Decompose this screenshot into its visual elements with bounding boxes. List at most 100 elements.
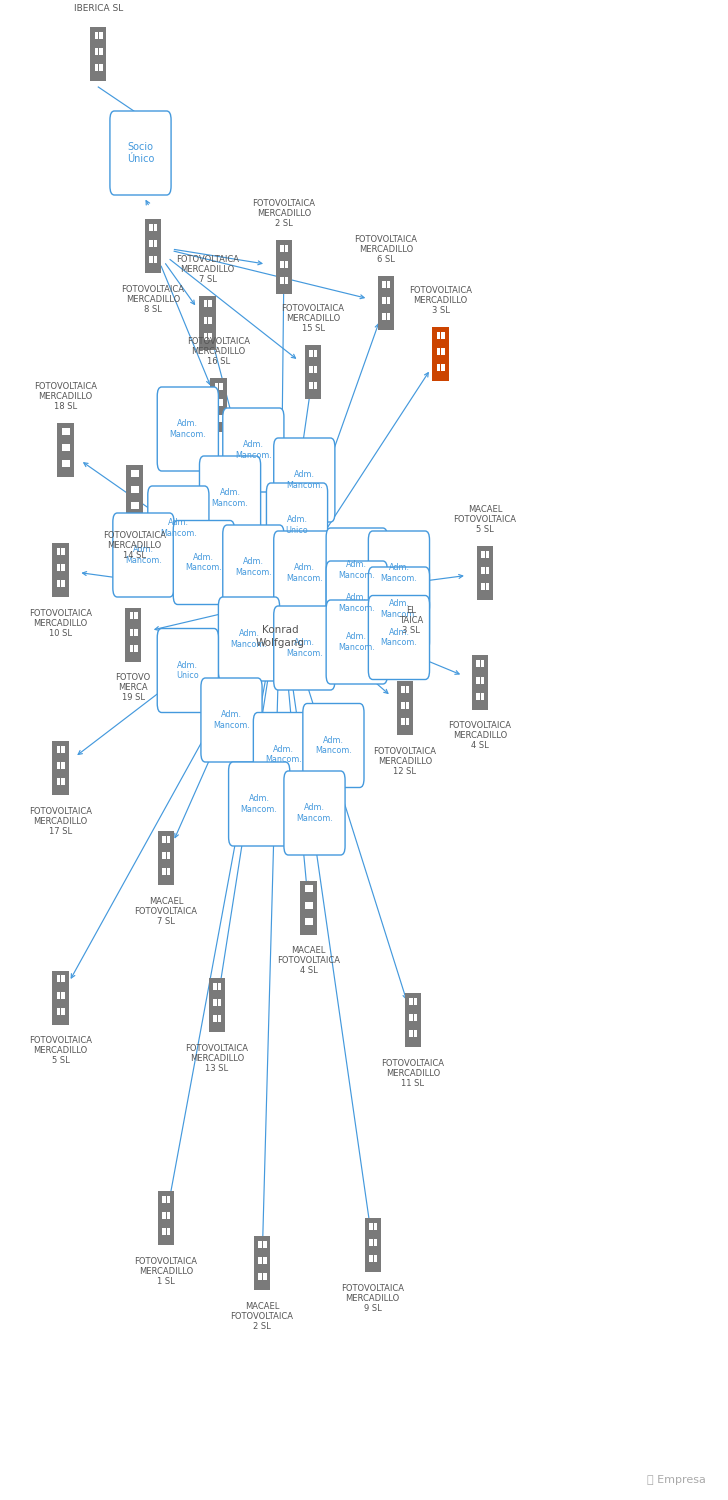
FancyBboxPatch shape — [61, 580, 65, 588]
FancyBboxPatch shape — [219, 382, 223, 390]
FancyBboxPatch shape — [309, 902, 313, 909]
FancyBboxPatch shape — [219, 399, 223, 406]
FancyBboxPatch shape — [276, 240, 292, 294]
FancyBboxPatch shape — [57, 992, 60, 999]
FancyBboxPatch shape — [414, 998, 417, 1005]
FancyBboxPatch shape — [57, 564, 60, 572]
Circle shape — [274, 558, 287, 585]
FancyBboxPatch shape — [158, 1191, 174, 1245]
FancyBboxPatch shape — [412, 544, 416, 552]
FancyBboxPatch shape — [382, 280, 386, 288]
FancyBboxPatch shape — [57, 1008, 60, 1016]
FancyBboxPatch shape — [204, 333, 207, 340]
FancyBboxPatch shape — [309, 350, 313, 357]
FancyBboxPatch shape — [223, 408, 284, 492]
Text: FOTOVOLTAICA
MERCADILLO
13 SL: FOTOVOLTAICA MERCADILLO 13 SL — [186, 1044, 248, 1072]
FancyBboxPatch shape — [305, 902, 309, 909]
Text: FOTOVOLTAICA
MERCADILLO
4 SL: FOTOVOLTAICA MERCADILLO 4 SL — [448, 722, 511, 750]
FancyBboxPatch shape — [373, 1239, 377, 1246]
FancyBboxPatch shape — [266, 483, 328, 567]
FancyBboxPatch shape — [414, 1030, 417, 1038]
FancyBboxPatch shape — [305, 345, 321, 399]
FancyBboxPatch shape — [378, 276, 394, 330]
FancyBboxPatch shape — [481, 550, 485, 558]
Text: FOTOVOLTAICA
MERCADILLO
2 SL: FOTOVOLTAICA MERCADILLO 2 SL — [253, 200, 315, 228]
Text: Adm.
Mancom.: Adm. Mancom. — [286, 470, 323, 490]
FancyBboxPatch shape — [149, 224, 153, 231]
FancyBboxPatch shape — [162, 1212, 166, 1219]
FancyBboxPatch shape — [387, 314, 390, 321]
FancyBboxPatch shape — [218, 999, 221, 1006]
FancyBboxPatch shape — [57, 746, 60, 753]
FancyBboxPatch shape — [99, 32, 103, 39]
Text: Adm.
Mancom.: Adm. Mancom. — [160, 518, 197, 538]
Text: FOTOVOLTAICA
MERCADILLO
8 SL: FOTOVOLTAICA MERCADILLO 8 SL — [122, 285, 184, 314]
Text: Adm.
Mancom.: Adm. Mancom. — [381, 598, 417, 619]
FancyBboxPatch shape — [369, 1222, 373, 1230]
FancyBboxPatch shape — [486, 567, 489, 574]
FancyBboxPatch shape — [477, 546, 493, 600]
FancyBboxPatch shape — [263, 1274, 266, 1281]
FancyBboxPatch shape — [258, 1240, 262, 1248]
FancyBboxPatch shape — [145, 219, 161, 273]
FancyBboxPatch shape — [280, 261, 284, 268]
FancyBboxPatch shape — [167, 1196, 170, 1203]
FancyBboxPatch shape — [309, 382, 313, 390]
Text: Adm.
Mancom.: Adm. Mancom. — [213, 710, 250, 730]
FancyBboxPatch shape — [61, 778, 65, 786]
FancyBboxPatch shape — [274, 438, 335, 522]
FancyBboxPatch shape — [285, 244, 288, 252]
FancyBboxPatch shape — [130, 645, 133, 652]
FancyBboxPatch shape — [314, 382, 317, 390]
FancyBboxPatch shape — [58, 423, 74, 477]
FancyBboxPatch shape — [213, 1016, 217, 1023]
Text: Adm.
Mancom.: Adm. Mancom. — [381, 562, 417, 584]
FancyBboxPatch shape — [437, 364, 440, 372]
Text: Adm.
Mancom.: Adm. Mancom. — [235, 556, 272, 578]
Text: FOTOVOLTAICA
MERCADILLO
10 SL: FOTOVOLTAICA MERCADILLO 10 SL — [29, 609, 92, 638]
FancyBboxPatch shape — [218, 982, 221, 990]
FancyBboxPatch shape — [66, 460, 70, 468]
FancyBboxPatch shape — [61, 564, 65, 572]
FancyBboxPatch shape — [280, 278, 284, 285]
Text: FOTOVO
MERCA
19 SL: FOTOVO MERCA 19 SL — [116, 674, 151, 702]
FancyBboxPatch shape — [408, 544, 411, 552]
FancyBboxPatch shape — [157, 628, 218, 712]
FancyBboxPatch shape — [409, 998, 413, 1005]
Text: Adm.
Mancom.: Adm. Mancom. — [339, 632, 375, 652]
FancyBboxPatch shape — [387, 280, 390, 288]
Text: Adm.
Mancom.: Adm. Mancom. — [286, 638, 323, 658]
Text: Adm.
Mancom.: Adm. Mancom. — [241, 794, 277, 814]
FancyBboxPatch shape — [382, 297, 386, 304]
FancyBboxPatch shape — [154, 256, 157, 264]
FancyBboxPatch shape — [149, 256, 153, 264]
Text: Socio
Único: Socio Único — [127, 142, 154, 164]
Text: Adm.
Unico: Adm. Unico — [176, 660, 199, 681]
FancyBboxPatch shape — [131, 486, 135, 494]
FancyBboxPatch shape — [253, 712, 314, 797]
Text: FOTOVOLTAICA
MERCADILLO
14 SL: FOTOVOLTAICA MERCADILLO 14 SL — [103, 531, 166, 560]
Text: Konrad
Wolfgang: Konrad Wolfgang — [256, 626, 305, 648]
FancyBboxPatch shape — [213, 999, 217, 1006]
Text: VERBUND-
PHOTOVOLTAICS
IBERICA SL: VERBUND- PHOTOVOLTAICS IBERICA SL — [62, 0, 135, 12]
FancyBboxPatch shape — [134, 628, 138, 636]
FancyBboxPatch shape — [368, 531, 430, 615]
FancyBboxPatch shape — [314, 366, 317, 374]
FancyBboxPatch shape — [403, 540, 419, 594]
Text: Adm.
Mancom.: Adm. Mancom. — [235, 440, 272, 460]
Text: EL
TAICA
3 SL: EL TAICA 3 SL — [399, 606, 424, 634]
FancyBboxPatch shape — [285, 261, 288, 268]
FancyBboxPatch shape — [305, 885, 309, 892]
Text: FOTOVOLTAICA
MERCADILLO
18 SL: FOTOVOLTAICA MERCADILLO 18 SL — [34, 382, 97, 411]
FancyBboxPatch shape — [148, 486, 209, 570]
FancyBboxPatch shape — [408, 578, 411, 585]
Text: Adm.
Mancom.: Adm. Mancom. — [339, 592, 375, 613]
Text: MACAEL
FOTOVOLTAICA
4 SL: MACAEL FOTOVOLTAICA 4 SL — [277, 946, 340, 975]
FancyBboxPatch shape — [66, 427, 70, 435]
FancyBboxPatch shape — [61, 992, 65, 999]
FancyBboxPatch shape — [113, 513, 174, 597]
FancyBboxPatch shape — [401, 702, 405, 709]
Text: Ⓒ Empresa: Ⓒ Empresa — [647, 1474, 706, 1485]
FancyBboxPatch shape — [382, 314, 386, 321]
FancyBboxPatch shape — [412, 578, 416, 585]
